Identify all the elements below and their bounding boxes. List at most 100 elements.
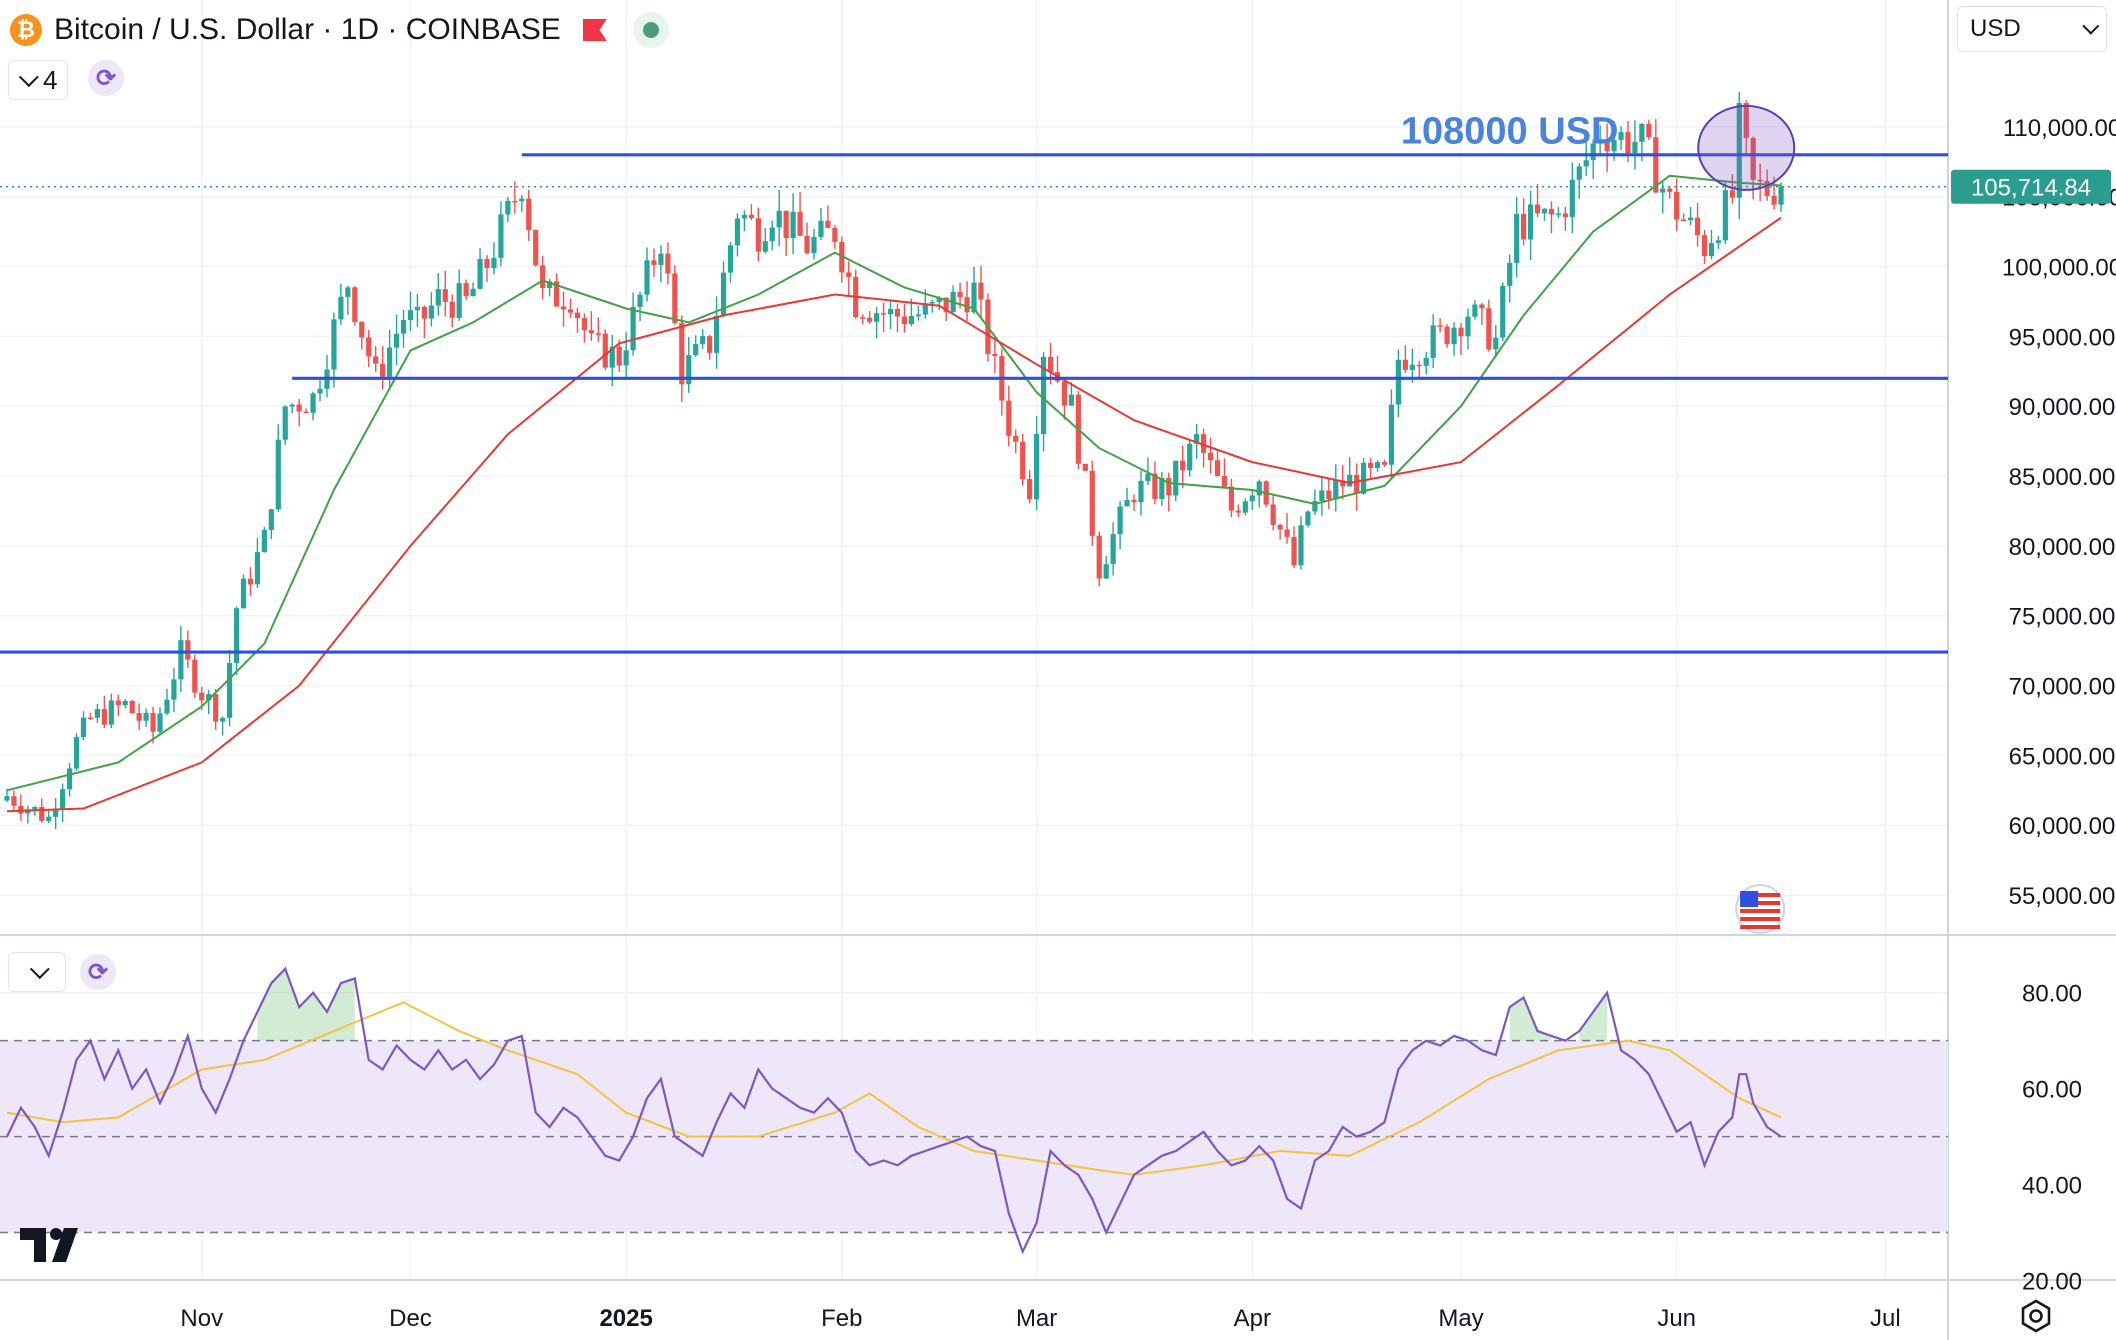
candle-down [1674,178,1680,232]
price-tick-label: 55,000.00 [2009,883,2116,910]
candle-body [1340,480,1346,487]
candle-body [1430,325,1436,358]
candle-body [87,717,94,720]
candle-body [1639,123,1645,142]
candle-up [310,391,316,421]
candle-down [1166,472,1172,512]
candle-body [1200,434,1207,453]
currency-select[interactable]: USD [1957,6,2107,52]
candle-body [1207,452,1214,461]
candle-body [39,807,45,821]
candle-body [943,297,949,313]
candle-up [435,272,441,316]
candle-down [665,242,671,285]
candle-up [1687,206,1694,226]
candle-up [338,283,344,325]
candle-down [1416,360,1422,378]
candle-up [644,247,650,302]
candle-body [53,809,59,817]
candle-down [1458,323,1464,356]
candle-body [122,701,128,706]
candle-up [240,574,247,609]
candle-body [908,316,914,325]
candle-up [143,708,149,727]
rsi-toggle-button[interactable] [8,952,66,992]
candle-body [185,640,191,660]
candle-body [1180,460,1186,471]
candle-up [1249,490,1255,510]
candle-down [526,189,532,242]
candle-down [880,302,887,333]
candle-up [1159,471,1165,506]
gear-icon[interactable] [2018,1298,2054,1334]
candle-up [1187,440,1193,477]
candle-down [707,335,713,360]
candle-down [1284,513,1290,544]
candle-up [66,762,73,797]
indicators-toggle-button[interactable]: 4 [8,60,69,100]
candle-body [929,302,935,304]
candle-body [901,316,908,325]
candle-down [247,567,254,596]
candle-up [915,305,921,321]
candle-up [929,299,935,313]
candle-down [1214,449,1221,477]
candle-up [324,354,330,398]
candle-down [1277,523,1283,540]
market-status-icon[interactable] [632,12,669,48]
symbol-title[interactable]: Bitcoin / U.S. Dollar · 1D · COINBASE [54,13,561,46]
candle-down [964,281,970,321]
candle-up [630,292,636,356]
candle-body [1242,501,1248,513]
flag-stripe [1740,893,1781,897]
candle-body [470,288,476,297]
candle-body [1625,132,1631,153]
candle-up [1242,498,1248,516]
candle-up [428,292,434,327]
candle-down [1694,202,1701,247]
time-tick-label: May [1438,1305,1483,1332]
candle-body [804,235,810,254]
candle-up [178,625,184,693]
sync-icon[interactable]: ⟳ [88,60,124,96]
candle-body [1235,510,1241,513]
candle-body [818,220,824,237]
ma-slow-line [6,216,1782,813]
candle-body [1507,262,1513,286]
candle-up [1715,235,1722,249]
candle-body [846,272,852,277]
candle-body [1374,462,1381,468]
candle-body [1214,460,1221,477]
sync-icon[interactable]: ⟳ [80,954,116,990]
candle-up [477,248,483,290]
candle-body [449,301,455,318]
candle-down [540,255,546,300]
last-price-label: 105,714.84 [1971,175,2091,202]
candle-body [1013,435,1019,442]
candle-body [1305,511,1311,526]
candle-down [352,285,358,326]
candle-up [387,329,393,390]
flag-canton [1740,891,1759,907]
candle-up [658,245,664,283]
ma-fast-line [6,174,1782,792]
candle-down [1207,437,1214,474]
candle-body [303,411,309,414]
candle-body [240,578,247,609]
candle-down [553,273,560,308]
candle-down [129,699,135,714]
flag-icon[interactable] [582,19,607,41]
candle-up [971,266,977,314]
candle-up [1569,162,1575,234]
chevron-down-icon [2082,17,2100,35]
candle-up [1430,314,1436,368]
candle-up [1145,457,1151,486]
candle-body [1103,564,1109,579]
candle-body [108,700,114,725]
candle-down [588,311,594,341]
candle-body [1228,486,1235,511]
candle-up [1034,415,1040,511]
candle-down [992,340,998,374]
candle-up [874,306,880,339]
